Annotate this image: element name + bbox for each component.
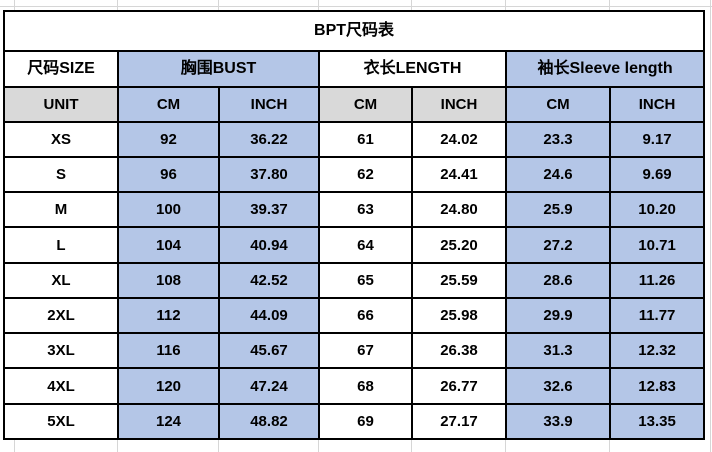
column-group-row: 尺码SIZE 胸围BUST 衣长LENGTH 袖长Sleeve length: [3, 50, 706, 88]
value-cell: 37.80: [218, 155, 320, 194]
value-cell: 23.3: [505, 120, 611, 159]
value-cell: 48.82: [218, 402, 320, 441]
value-cell: 10.71: [608, 226, 706, 264]
value-cell: 25.59: [411, 261, 507, 299]
table-title: BPT尺码表: [2, 9, 706, 53]
value-cell: 9.69: [608, 155, 706, 194]
value-cell: 63: [318, 191, 413, 229]
unit-header-cell: CM: [318, 85, 413, 123]
value-cell: 112: [117, 296, 220, 335]
column-group-header: 胸围BUST: [117, 50, 320, 88]
value-cell: 33.9: [505, 402, 611, 441]
size-cell: XS: [3, 120, 119, 159]
unit-header-cell: INCH: [218, 85, 320, 123]
value-cell: 39.37: [218, 191, 320, 229]
value-cell: 69: [318, 402, 413, 441]
spreadsheet-gridline-vertical: [710, 0, 711, 452]
value-cell: 42.52: [218, 261, 320, 299]
table-row: XS 92 36.22 61 24.02 23.3 9.17: [3, 120, 706, 159]
table-row: 5XL 124 48.82 69 27.17 33.9 13.35: [3, 402, 706, 441]
value-cell: 24.02: [411, 120, 507, 159]
unit-header-cell: INCH: [608, 85, 706, 123]
value-cell: 100: [117, 191, 220, 229]
value-cell: 11.26: [608, 261, 706, 299]
value-cell: 28.6: [505, 261, 611, 299]
table-row: XL 108 42.52 65 25.59 28.6 11.26: [3, 261, 706, 299]
column-group-header: 袖长Sleeve length: [504, 50, 706, 88]
value-cell: 25.20: [411, 226, 507, 264]
value-cell: 27.2: [505, 226, 611, 264]
value-cell: 12.83: [608, 367, 706, 405]
table-row: S 96 37.80 62 24.41 24.6 9.69: [3, 155, 706, 194]
unit-header-row: UNIT CM INCH CM INCH CM INCH: [3, 85, 706, 123]
value-cell: 29.9: [505, 296, 611, 335]
value-cell: 12.32: [608, 332, 706, 370]
value-cell: 45.67: [218, 332, 320, 370]
table-row: 4XL 120 47.24 68 26.77 32.6 12.83: [3, 367, 706, 405]
value-cell: 68: [318, 367, 413, 405]
size-cell: 4XL: [3, 367, 119, 405]
size-cell: L: [3, 226, 119, 264]
size-cell: S: [3, 155, 119, 194]
value-cell: 25.98: [411, 296, 507, 335]
value-cell: 40.94: [218, 226, 320, 264]
value-cell: 96: [117, 155, 220, 194]
column-group-header: 尺码SIZE: [3, 50, 119, 88]
unit-header-cell: CM: [117, 85, 220, 123]
value-cell: 65: [318, 261, 413, 299]
size-cell: 3XL: [3, 332, 119, 370]
unit-label-cell: UNIT: [3, 85, 119, 123]
value-cell: 32.6: [505, 367, 611, 405]
value-cell: 104: [117, 226, 220, 264]
value-cell: 92: [117, 120, 220, 159]
size-chart-table: BPT尺码表 尺码SIZE 胸围BUST 衣长LENGTH 袖长Sleeve leng…: [2, 9, 706, 441]
value-cell: 124: [117, 402, 220, 441]
size-cell: 5XL: [3, 402, 119, 441]
value-cell: 62: [318, 155, 413, 194]
table-row: L 104 40.94 64 25.20 27.2 10.71: [3, 226, 706, 264]
value-cell: 44.09: [218, 296, 320, 335]
value-cell: 24.80: [411, 191, 507, 229]
value-cell: 9.17: [608, 120, 706, 159]
value-cell: 26.38: [411, 332, 507, 370]
value-cell: 108: [117, 261, 220, 299]
table-row: 3XL 116 45.67 67 26.38 31.3 12.32: [3, 332, 706, 370]
value-cell: 120: [117, 367, 220, 405]
value-cell: 36.22: [218, 120, 320, 159]
value-cell: 24.6: [505, 155, 611, 194]
column-group-header: 衣长LENGTH: [318, 50, 507, 88]
value-cell: 64: [318, 226, 413, 264]
value-cell: 116: [117, 332, 220, 370]
value-cell: 67: [318, 332, 413, 370]
value-cell: 26.77: [411, 367, 507, 405]
value-cell: 47.24: [218, 367, 320, 405]
table-title-row: BPT尺码表: [2, 9, 706, 53]
size-cell: 2XL: [3, 296, 119, 335]
value-cell: 27.17: [411, 402, 507, 441]
value-cell: 10.20: [608, 191, 706, 229]
value-cell: 61: [318, 120, 413, 159]
value-cell: 13.35: [608, 402, 706, 441]
spreadsheet-gridline-horizontal: [0, 6, 712, 7]
value-cell: 11.77: [608, 296, 706, 335]
value-cell: 25.9: [505, 191, 611, 229]
value-cell: 24.41: [411, 155, 507, 194]
table-row: M 100 39.37 63 24.80 25.9 10.20: [3, 191, 706, 229]
unit-header-cell: CM: [505, 85, 611, 123]
size-cell: XL: [3, 261, 119, 299]
value-cell: 66: [318, 296, 413, 335]
unit-header-cell: INCH: [411, 85, 507, 123]
size-cell: M: [3, 191, 119, 229]
table-row: 2XL 112 44.09 66 25.98 29.9 11.77: [3, 296, 706, 335]
value-cell: 31.3: [505, 332, 611, 370]
